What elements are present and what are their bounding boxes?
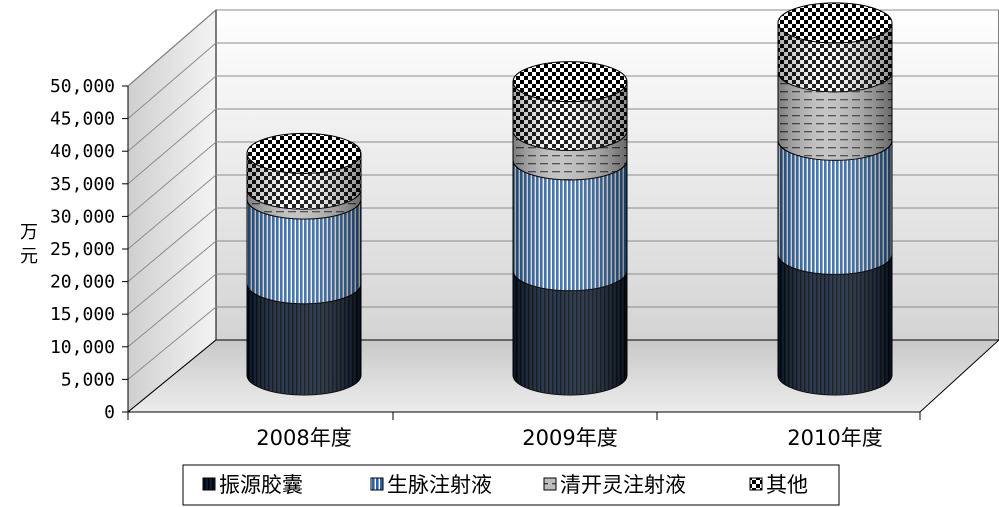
legend-box [182,464,840,506]
bars [246,2,893,396]
bar-shading [247,153,361,210]
legend-label: 生脉注射液 [387,473,492,497]
legend-item: 其他 [749,473,808,497]
bar-shading [778,22,892,92]
bar-stack [246,132,362,396]
legend-swatch [202,477,216,491]
y-tick-label: 10,000 [50,337,115,358]
y-axis-ticks: 0 5,000 10,000 15,000 20,000 25,000 30,000 35,0… [50,76,129,423]
x-category-label: 2009年度 [522,426,617,450]
gridline-side [127,75,217,152]
bar-shading [513,270,627,395]
legend: 振源胶囊 生脉注射液 清开灵注射液 其他 [182,464,840,506]
y-tick-label: 50,000 [50,76,115,97]
legend-item: 生脉注射液 [370,473,492,497]
gridline-side [127,42,217,119]
y-axis-label-text: 万元 [20,222,38,267]
gridline-side [127,141,217,217]
legend-swatch [543,477,557,491]
gridline-side [127,306,217,380]
y-tick-label: 25,000 [50,239,115,260]
bar-shading [778,254,892,395]
bar-top-cap [777,2,893,44]
gridline-side [127,240,217,315]
legend-label: 其他 [766,473,808,497]
y-tick-label: 15,000 [50,304,115,325]
bar-shading [247,198,361,304]
legend-label: 清开灵注射液 [560,473,686,497]
bar-shading [778,140,892,275]
legend-swatch [749,477,763,491]
bar-shading [513,159,627,291]
x-category-label: 2008年度 [256,426,351,450]
bar-stack [512,61,628,396]
bar-top-cap [512,61,628,103]
gridline-side [127,9,217,87]
bar-top-cap [246,132,362,174]
x-axis-labels: 2008年度 2009年度 2010年度 [127,412,921,450]
gridline-side [127,174,217,250]
gridline-side [127,273,217,348]
legend-item: 清开灵注射液 [543,473,686,497]
y-tick-label: 35,000 [50,174,115,195]
y-tick-label: 5,000 [61,369,115,390]
y-tick-label: 30,000 [50,206,115,227]
y-tick-label: 45,000 [50,109,115,130]
x-category-label: 2010年度 [787,426,882,450]
legend-item: 振源胶囊 [202,473,303,497]
bar-shading [247,283,361,395]
bar-shading [513,130,627,180]
bar-shading [513,81,627,151]
bar-shading [247,189,361,219]
legend-label: 振源胶囊 [219,473,303,497]
y-axis-label: 万元 [20,222,38,267]
gridline-side [127,207,217,282]
bar-stack [777,2,893,396]
bar-shading [778,71,892,161]
legend-swatch [370,477,384,491]
plot-area: 0 5,000 10,000 15,000 20,000 25,000 30,000 35,0… [50,2,999,450]
y-tick-label: 20,000 [50,272,115,293]
gridline-side [127,108,217,185]
y-tick-label: 40,000 [50,141,115,162]
y-tick-label: 0 [104,402,115,423]
